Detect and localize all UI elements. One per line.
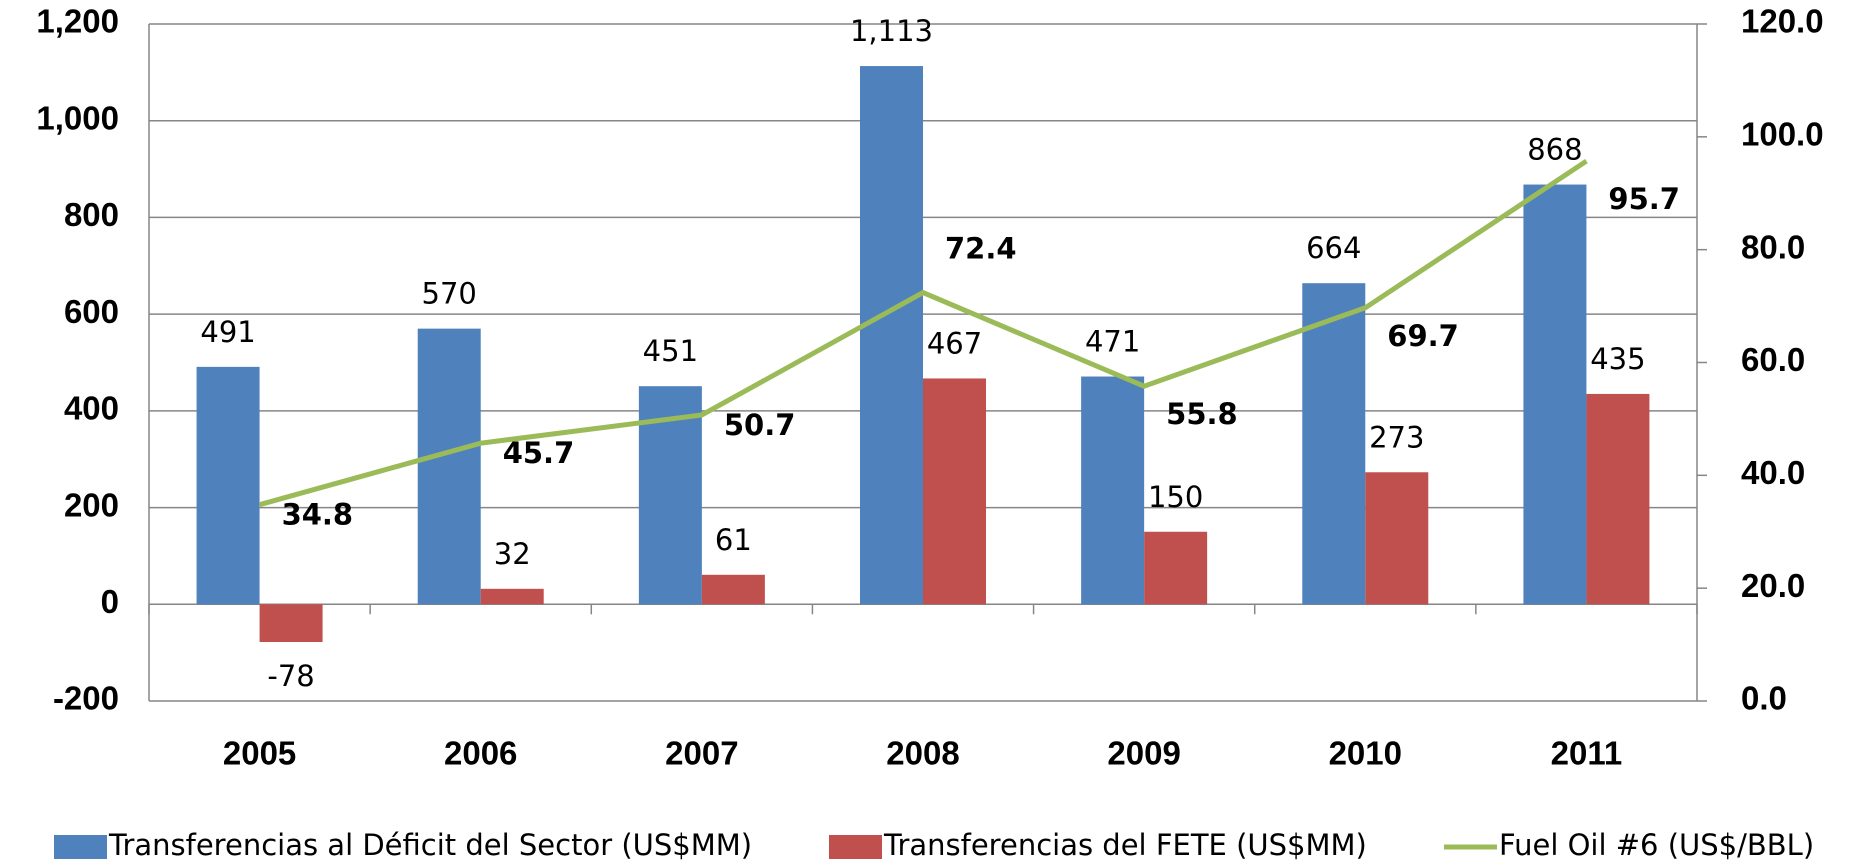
data-label: 150 [1148,480,1203,514]
y-tick-label: 1,000 [36,99,119,136]
data-label: 50.7 [724,408,796,442]
legend-label: Transferencias al Déficit del Sector (US… [108,828,752,862]
data-label: 55.8 [1166,397,1238,431]
y-tick-label: 200 [64,486,119,523]
data-label: 451 [643,334,698,368]
bar [701,574,765,605]
bar [1523,184,1587,605]
data-label: 95.7 [1608,182,1680,216]
data-label: 34.8 [282,498,354,532]
y2-tick-label: 120.0 [1741,3,1824,40]
data-label: 435 [1590,342,1645,376]
legend-swatch [829,835,882,859]
bar [1586,393,1650,605]
bar [480,588,544,605]
bar [860,66,923,605]
bar [1365,472,1429,605]
y2-tick-label: 60.0 [1741,341,1805,378]
data-label: 491 [200,315,255,349]
data-label: -78 [267,659,314,693]
bar [923,378,986,605]
data-label: 72.4 [945,232,1017,266]
legend-label: Fuel Oil #6 (US$/BBL) [1499,828,1814,862]
data-label: 32 [494,537,531,571]
y2-tick-label: 40.0 [1741,454,1805,491]
legend-swatch [54,835,107,859]
x-tick-label: 2010 [1329,735,1402,772]
data-label: 471 [1085,325,1140,359]
bar [417,328,481,605]
x-tick-label: 2007 [665,735,738,772]
data-label: 273 [1369,420,1424,454]
data-label: 69.7 [1387,319,1459,353]
y-tick-label: -200 [53,680,119,717]
bar [1081,376,1145,605]
data-label: 868 [1527,133,1582,167]
y-tick-label: 1,200 [36,3,119,40]
x-tick-label: 2011 [1551,735,1623,772]
data-label: 1,113 [850,14,933,48]
x-tick-label: 2006 [444,735,517,772]
x-tick-label: 2009 [1107,735,1180,772]
line [258,159,1588,508]
y2-tick-label: 0.0 [1741,680,1787,717]
x-tick-label: 2008 [886,735,959,772]
y2-tick-label: 80.0 [1741,228,1805,265]
bar [1302,283,1366,605]
bar [196,366,260,605]
y-tick-label: 600 [64,293,119,330]
y-tick-label: 800 [64,196,119,233]
y2-tick-label: 100.0 [1741,116,1824,153]
data-label: 664 [1306,231,1361,265]
y-tick-label: 400 [64,390,119,427]
data-label: 45.7 [503,436,575,470]
bar [1144,531,1208,605]
y2-tick-label: 20.0 [1741,567,1805,604]
bar [259,604,323,643]
data-label: 61 [715,523,752,557]
y-tick-label: 0 [101,583,119,620]
data-label: 570 [422,277,477,311]
data-label: 467 [927,326,982,360]
legend-label: Transferencias del FETE (US$MM) [883,828,1367,862]
x-tick-label: 2005 [223,735,296,772]
